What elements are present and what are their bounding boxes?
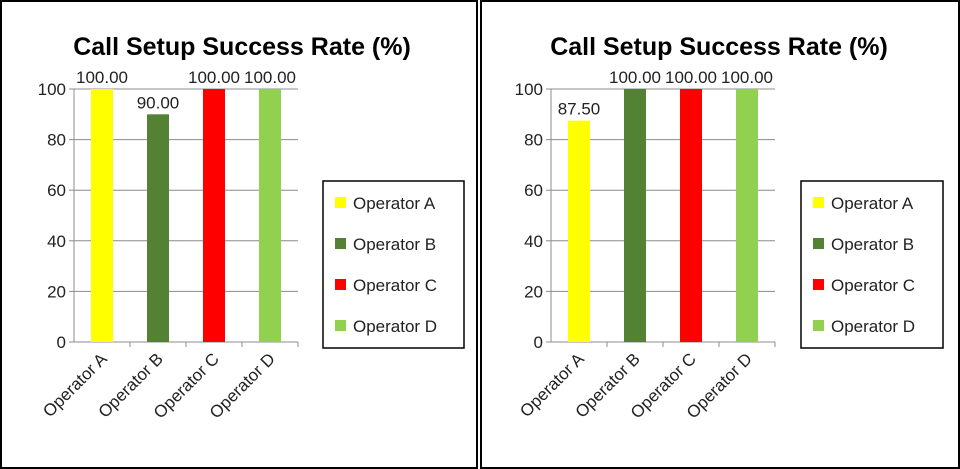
data-label: 100.00 — [76, 68, 128, 87]
bar — [203, 89, 225, 342]
data-label: 100.00 — [721, 68, 773, 87]
legend-entry: Operator A — [831, 194, 914, 213]
y-tick-label: 100 — [38, 80, 66, 99]
y-tick-label: 0 — [57, 333, 66, 352]
y-tick-label: 40 — [524, 232, 543, 251]
y-tick-label: 80 — [524, 131, 543, 150]
legend-swatch — [813, 279, 824, 290]
bar — [680, 89, 702, 342]
legend-entry: Operator C — [353, 276, 437, 295]
legend-entry: Operator B — [353, 235, 436, 254]
legend-entry: Operator C — [831, 276, 915, 295]
y-tick-label: 20 — [524, 282, 543, 301]
y-tick-label: 20 — [47, 282, 66, 301]
chart-title: Call Setup Success Rate (%) — [550, 33, 888, 61]
bar — [91, 89, 113, 342]
bar — [568, 120, 590, 342]
legend-swatch — [813, 238, 824, 249]
legend-box — [322, 180, 465, 349]
y-tick-label: 60 — [47, 181, 66, 200]
legend-entry: Operator D — [353, 317, 437, 336]
chart-right: Call Setup Success Rate (%) 0 20 40 60 80 100 8… — [515, 33, 944, 422]
chart-title: Call Setup Success Rate (%) — [73, 33, 411, 61]
legend-entry: Operator D — [831, 317, 915, 336]
legend-entry: Operator B — [831, 235, 914, 254]
chart-panel-right: Call Setup Success Rate (%) 0 20 40 60 80 100 8… — [480, 0, 960, 469]
legend-swatch — [813, 197, 824, 208]
y-tick-label: 40 — [47, 232, 66, 251]
data-label: 90.00 — [137, 93, 180, 112]
bar — [624, 89, 646, 342]
legend-swatch — [335, 320, 346, 331]
data-label: 87.50 — [558, 100, 601, 119]
data-label: 100.00 — [609, 68, 661, 87]
y-tick-label: 100 — [515, 80, 543, 99]
legend-swatch — [335, 197, 346, 208]
bar — [259, 89, 281, 342]
bar — [736, 89, 758, 342]
y-tick-label: 60 — [524, 181, 543, 200]
chart-panel-left: Call Setup Success Rate (%) 0 20 40 60 80 100 1… — [0, 0, 478, 469]
data-label: 100.00 — [244, 68, 296, 87]
bar — [147, 114, 169, 342]
data-label: 100.00 — [665, 68, 717, 87]
chart-left: Call Setup Success Rate (%) 0 20 40 60 80 100 1… — [38, 33, 465, 422]
legend-entry: Operator A — [353, 194, 436, 213]
legend-swatch — [813, 320, 824, 331]
y-tick-label: 80 — [47, 131, 66, 150]
legend-swatch — [335, 238, 346, 249]
data-label: 100.00 — [188, 68, 240, 87]
legend-swatch — [335, 279, 346, 290]
legend-box — [800, 180, 944, 349]
y-tick-label: 0 — [534, 333, 543, 352]
